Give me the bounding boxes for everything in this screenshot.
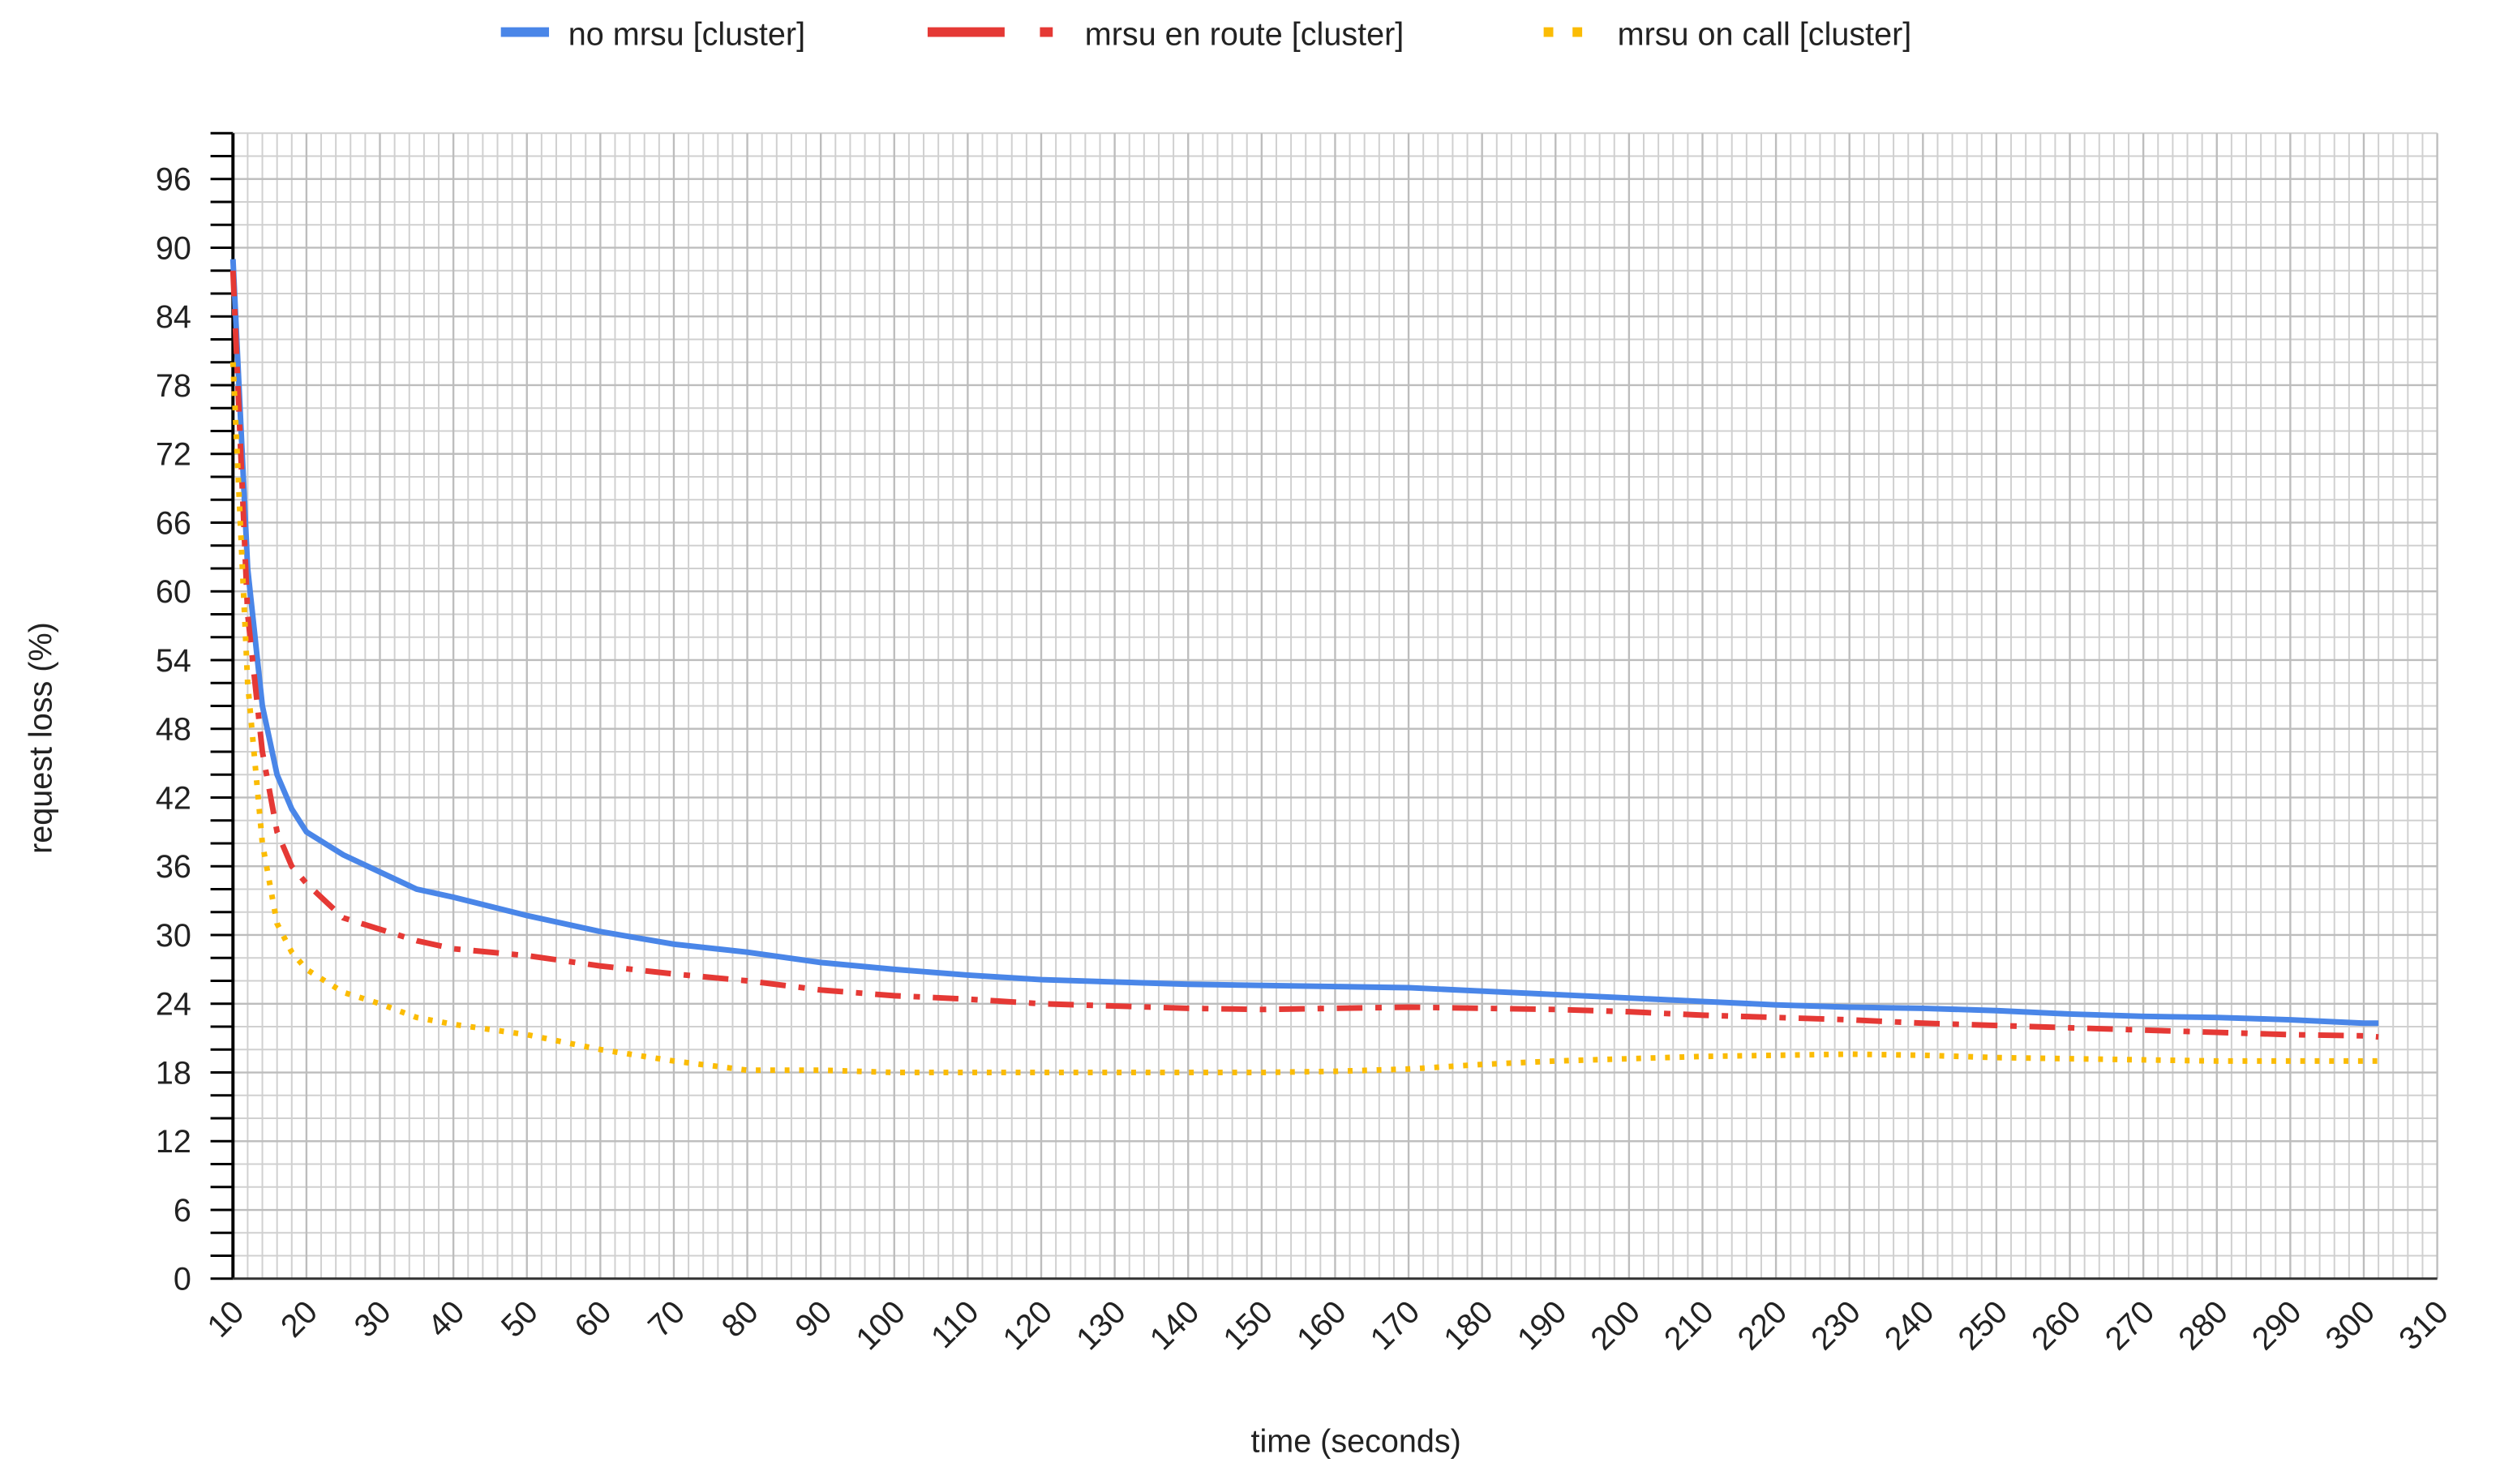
x-tick-label: 210 bbox=[1657, 1294, 1721, 1357]
x-tick-label: 220 bbox=[1731, 1294, 1795, 1357]
x-tick-label: 110 bbox=[924, 1294, 986, 1356]
x-tick-label: 40 bbox=[421, 1294, 471, 1345]
x-tick-label: 20 bbox=[274, 1294, 324, 1345]
x-tick-label: 10 bbox=[200, 1294, 251, 1345]
legend-label: mrsu en route [cluster] bbox=[1085, 16, 1404, 52]
y-tick-label: 36 bbox=[156, 849, 191, 885]
y-axis-title: request loss (%) bbox=[24, 622, 59, 854]
y-tick-label: 12 bbox=[156, 1124, 191, 1160]
y-tick-label: 66 bbox=[156, 505, 191, 541]
y-tick-label: 78 bbox=[156, 368, 191, 404]
y-tick-label: 18 bbox=[156, 1055, 191, 1091]
y-tick-label: 30 bbox=[156, 918, 191, 954]
y-tick-label: 6 bbox=[174, 1193, 191, 1229]
y-tick-label: 54 bbox=[156, 643, 191, 679]
y-tick-label: 96 bbox=[156, 162, 191, 198]
y-tick-label: 90 bbox=[156, 230, 191, 266]
x-tick-label: 30 bbox=[347, 1294, 397, 1345]
x-tick-label: 130 bbox=[1070, 1294, 1133, 1357]
x-tick-label: 170 bbox=[1363, 1294, 1426, 1357]
y-tick-label: 72 bbox=[156, 437, 191, 473]
x-tick-label: 90 bbox=[788, 1294, 838, 1345]
x-tick-label: 140 bbox=[1143, 1294, 1207, 1357]
line-series bbox=[229, 259, 2379, 1027]
x-tick-label: 70 bbox=[641, 1294, 692, 1345]
x-tick-label: 180 bbox=[1437, 1294, 1500, 1357]
x-tick-label: 190 bbox=[1511, 1294, 1574, 1357]
line-series bbox=[229, 270, 2379, 1040]
x-tick-label: 300 bbox=[2318, 1294, 2382, 1357]
y-tick-label: 48 bbox=[156, 712, 191, 748]
x-tick-label: 280 bbox=[2172, 1294, 2235, 1357]
x-tick-label: 60 bbox=[568, 1294, 618, 1345]
x-tick-label: 240 bbox=[1878, 1294, 1941, 1357]
x-tick-label: 150 bbox=[1216, 1294, 1280, 1357]
legend-label: no mrsu [cluster] bbox=[568, 16, 805, 52]
y-tick-label: 42 bbox=[156, 780, 191, 816]
x-tick-label: 260 bbox=[2025, 1294, 2088, 1357]
x-tick-label: 270 bbox=[2099, 1294, 2162, 1357]
x-tick-label: 290 bbox=[2245, 1294, 2309, 1357]
y-tick-label: 60 bbox=[156, 574, 191, 610]
x-tick-label: 50 bbox=[495, 1294, 545, 1345]
y-tick-label: 24 bbox=[156, 987, 191, 1023]
x-tick-label: 100 bbox=[849, 1294, 912, 1357]
x-tick-label: 230 bbox=[1804, 1294, 1868, 1357]
x-tick-label: 250 bbox=[1951, 1294, 2014, 1357]
y-tick-label: 0 bbox=[174, 1262, 191, 1297]
x-tick-label: 80 bbox=[715, 1294, 765, 1345]
legend-label: mrsu on call [cluster] bbox=[1618, 16, 1912, 52]
x-tick-label: 310 bbox=[2392, 1294, 2455, 1357]
x-tick-label: 120 bbox=[996, 1294, 1059, 1357]
x-axis-title: time (seconds) bbox=[1250, 1423, 1460, 1459]
y-tick-label: 84 bbox=[156, 299, 191, 335]
x-tick-label: 200 bbox=[1584, 1294, 1647, 1357]
x-tick-label: 160 bbox=[1290, 1294, 1353, 1357]
